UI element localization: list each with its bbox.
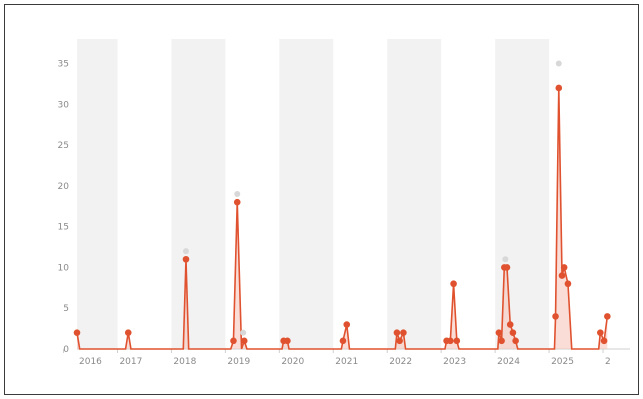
ghost-point: [240, 329, 247, 336]
y-tick-label: 20: [58, 182, 70, 192]
data-point: [503, 264, 511, 271]
data-point: [73, 329, 81, 336]
data-point: [233, 198, 241, 206]
year-bands: [77, 39, 550, 349]
ghost-point: [234, 191, 241, 197]
data-point: [552, 313, 559, 320]
y-tick-label: 30: [58, 100, 70, 110]
data-point: [339, 337, 347, 345]
chart-frame: 0 5 10 15 20 25 30 35 2016 2017 2018 2019 2020 2021 2…: [4, 4, 639, 395]
data-point: [447, 337, 454, 345]
x-axis: 2016 2017 2018 2019 2020 2021 2022 2023 2024 2025…: [63, 348, 630, 367]
data-point: [393, 329, 401, 336]
data-point: [604, 313, 611, 320]
data-point: [182, 255, 190, 263]
data-point: [230, 337, 237, 345]
data-point: [558, 272, 566, 279]
x-tick-label: 2021: [335, 357, 358, 367]
data-point: [396, 337, 403, 345]
data-point: [453, 337, 461, 345]
data-point: [495, 329, 503, 336]
year-band: [387, 39, 442, 349]
data-point: [400, 329, 407, 336]
data-point: [509, 329, 517, 336]
y-tick-label: 10: [58, 263, 70, 273]
data-point: [284, 337, 291, 345]
x-tick-label: 2016: [79, 357, 102, 367]
x-tick-label: 2025: [551, 357, 574, 367]
data-point: [240, 337, 248, 345]
ghost-point: [182, 248, 189, 255]
y-tick-label: 15: [58, 223, 69, 233]
year-band: [77, 39, 118, 349]
data-point: [555, 84, 563, 92]
data-point: [597, 329, 604, 336]
data-point: [450, 280, 457, 288]
x-tick-label: 2018: [173, 357, 196, 367]
y-tick-label: 0: [63, 345, 69, 355]
data-point: [560, 264, 568, 271]
data-point: [512, 337, 519, 345]
x-tick-label: 2019: [227, 357, 250, 367]
data-point: [506, 321, 514, 328]
year-band: [279, 39, 334, 349]
data-point: [564, 280, 572, 288]
data-point: [498, 337, 505, 345]
x-tick-label: 2023: [443, 357, 466, 367]
data-point: [600, 337, 608, 345]
data-point: [124, 329, 132, 336]
data-point: [343, 321, 351, 328]
ghost-point: [502, 256, 509, 263]
y-tick-label: 25: [58, 141, 69, 151]
y-tick-label: 5: [63, 304, 69, 314]
x-tick-label: 2017: [119, 357, 142, 367]
y-axis: 0 5 10 15 20 25 30 35: [58, 59, 70, 355]
x-tick-label: 2: [605, 357, 611, 367]
ghost-point: [555, 60, 562, 67]
x-tick-label: 2024: [497, 357, 520, 367]
ghost-points: [182, 60, 562, 336]
x-tick-label: 2022: [389, 357, 412, 367]
y-tick-label: 35: [58, 59, 69, 69]
x-tick-label: 2020: [281, 357, 304, 367]
series-points: [73, 84, 611, 345]
year-band: [171, 39, 226, 349]
